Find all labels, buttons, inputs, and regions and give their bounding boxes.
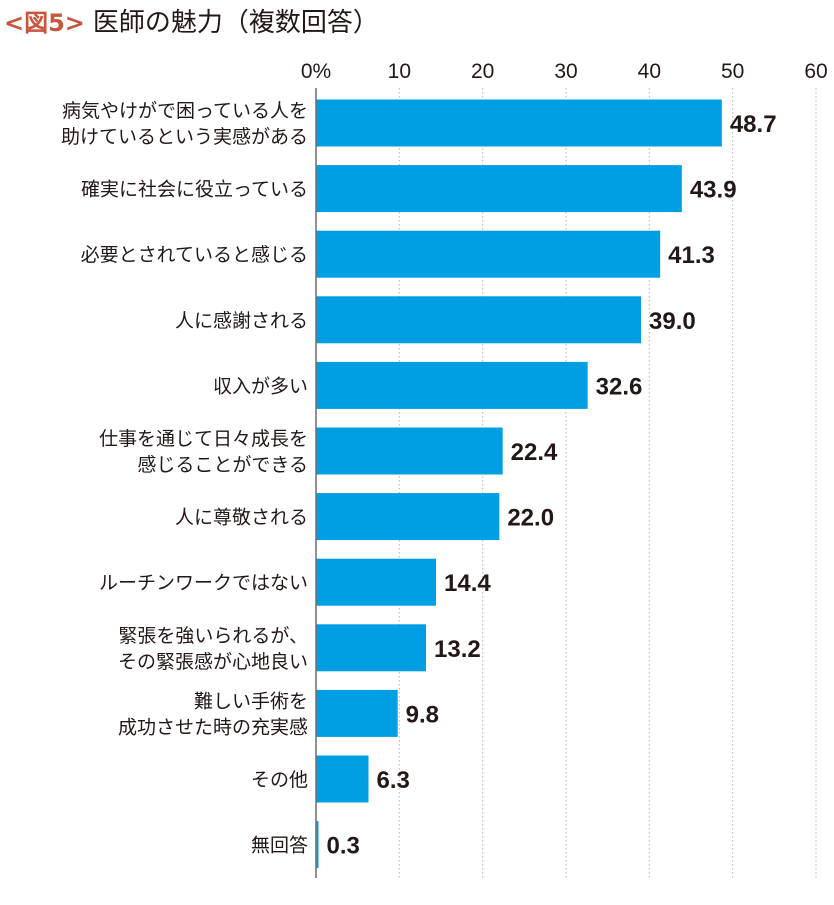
bar (316, 165, 682, 213)
x-tick-label: 30 (554, 60, 577, 83)
bar (316, 230, 661, 278)
x-axis-ticks: 0% 10 20 30 40 50 60 (301, 60, 828, 83)
x-tick-label: 20 (471, 60, 494, 83)
bar (316, 99, 722, 147)
category-label: 感じることができる (137, 454, 308, 476)
category-label: 成功させた時の充実感 (118, 716, 308, 738)
bar (316, 493, 500, 541)
category-label: ルーチンワークではない (99, 572, 308, 594)
x-tick-label: 60 (804, 60, 827, 83)
bar (316, 361, 588, 409)
value-label: 22.0 (507, 505, 554, 532)
value-label: 48.7 (730, 111, 777, 138)
bar (316, 755, 369, 803)
category-label: 難しい手術を (194, 690, 308, 712)
category-label: 必要とされていると感じる (81, 244, 308, 266)
value-label: 43.9 (690, 177, 737, 204)
chart-title-row: <図5> 医師の魅力（複数回答） (4, 2, 379, 38)
value-label: 41.3 (668, 242, 715, 269)
value-label: 0.3 (327, 833, 360, 860)
category-label: その緊張感が心地良い (118, 651, 308, 673)
value-label: 13.2 (434, 636, 481, 663)
value-label: 22.4 (511, 439, 558, 466)
figure-label: <図5> (4, 8, 85, 37)
category-label: 人に感謝される (175, 310, 308, 332)
bar (316, 624, 426, 672)
bar (316, 689, 398, 737)
category-labels: 病気やけがで困っている人を助けているという実感がある確実に社会に役立っている必要… (61, 100, 308, 857)
category-label: その他 (251, 769, 308, 791)
category-label: 助けているという実感がある (61, 126, 308, 148)
category-label: 確実に社会に役立っている (81, 179, 308, 201)
value-label: 14.4 (444, 570, 491, 597)
category-label: 病気やけがで困っている人を (62, 100, 308, 122)
value-labels: 48.7 43.9 41.3 39.0 32.6 22.4 22.0 14.4 13.2 9.8 6… (327, 111, 777, 860)
category-label: 人に尊敬される (175, 507, 308, 529)
bar (316, 821, 319, 869)
x-tick-label: 40 (638, 60, 661, 83)
value-label: 32.6 (596, 373, 643, 400)
category-label: 収入が多い (213, 375, 308, 397)
category-label: 仕事を通じて日々成長を (99, 428, 308, 450)
bar (316, 427, 503, 475)
x-tick-label: 50 (721, 60, 744, 83)
value-label: 9.8 (406, 701, 439, 728)
bars (316, 99, 722, 869)
category-label: 無回答 (251, 835, 308, 857)
chart-title: 医師の魅力（複数回答） (92, 7, 379, 38)
value-label: 39.0 (649, 308, 696, 335)
x-tick-label: 10 (388, 60, 411, 83)
x-tick-label: 0% (301, 60, 331, 83)
bar (316, 558, 436, 606)
bar (316, 296, 641, 344)
category-label: 緊張を強いられるが、 (118, 625, 308, 647)
value-label: 6.3 (377, 767, 410, 794)
